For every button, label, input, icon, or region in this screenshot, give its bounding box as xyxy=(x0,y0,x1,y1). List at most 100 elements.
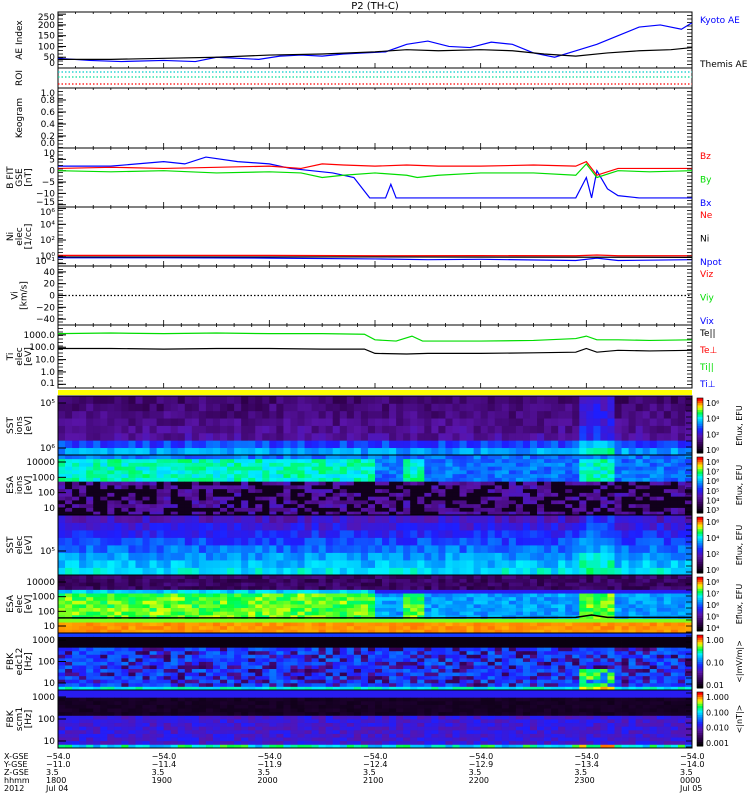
spectrogram-cell xyxy=(382,537,390,546)
legend-label: Te⊥ xyxy=(699,346,718,356)
spectrogram-cell xyxy=(473,604,482,609)
spectrogram-cell xyxy=(459,629,467,634)
spectrogram-cell xyxy=(677,629,686,634)
spectrogram-cell xyxy=(135,466,143,471)
spectrogram-cell xyxy=(114,682,122,687)
spectrogram-cell xyxy=(72,600,80,605)
spectrogram-cell xyxy=(382,585,390,590)
spectrogram-cell xyxy=(318,614,327,619)
spectrogram-cell xyxy=(642,537,651,546)
spectrogram-cell xyxy=(572,418,580,426)
spectrogram-cell xyxy=(515,611,524,616)
spectrogram-cell xyxy=(149,654,158,659)
spectrogram-cell xyxy=(107,654,115,659)
spectrogram-cell xyxy=(107,682,115,687)
spectrogram-cell xyxy=(424,440,432,449)
spectrogram-cell xyxy=(515,522,524,531)
spectrogram-cell xyxy=(663,537,672,546)
spectrogram-cell xyxy=(494,458,503,463)
spectrogram-cell xyxy=(86,611,94,616)
spectrogram-cell xyxy=(121,481,129,486)
spectrogram-cell xyxy=(515,593,524,598)
spectrogram-cell xyxy=(635,625,644,630)
spectrogram-cell xyxy=(431,481,439,486)
spectrogram-cell xyxy=(367,481,376,486)
spectrogram-cell xyxy=(396,485,404,490)
spectrogram-cell xyxy=(311,492,320,497)
spectrogram-cell xyxy=(642,473,651,478)
spectrogram-cell xyxy=(276,477,284,482)
spectrogram-cell xyxy=(635,560,644,568)
spectrogram-cell xyxy=(248,455,256,460)
spectrogram-cell xyxy=(318,485,327,490)
spectrogram-cell xyxy=(642,625,651,630)
y-axis-label: SST xyxy=(6,417,16,434)
spectrogram-cell xyxy=(107,410,115,419)
spectrogram-cell xyxy=(424,503,432,508)
spectrogram-cell xyxy=(628,618,637,623)
spectrogram-cell xyxy=(114,425,122,434)
spectrogram-cell xyxy=(142,675,150,680)
spectrogram-cell xyxy=(515,607,524,612)
spectrogram-cell xyxy=(142,492,150,497)
spectrogram-cell xyxy=(480,578,489,583)
spectrogram-cell xyxy=(212,600,221,605)
spectrogram-cell xyxy=(65,410,73,419)
spectrogram-cell xyxy=(100,679,108,684)
spectrogram-cell xyxy=(396,492,404,497)
spectrogram-cell xyxy=(360,425,369,434)
spectrogram-cell xyxy=(107,600,115,605)
spectrogram-cell xyxy=(375,410,383,419)
spectrogram-cell xyxy=(360,560,369,568)
spectrogram-cell xyxy=(79,618,87,623)
spectrogram-cell xyxy=(65,432,73,441)
spectrogram-cell xyxy=(459,418,467,426)
spectrogram-cell xyxy=(212,440,221,449)
colorbar-segment xyxy=(697,425,703,429)
spectrogram-cell xyxy=(389,625,397,630)
spectrogram-cell xyxy=(614,403,622,412)
spectrogram-cell xyxy=(417,515,425,523)
spectrogram-cell xyxy=(452,477,460,482)
spectrogram-cell xyxy=(621,629,629,634)
spectrogram-cell xyxy=(128,403,136,412)
spectrogram-cell xyxy=(339,507,348,512)
spectrogram-cell xyxy=(684,410,693,419)
spectrogram-cell xyxy=(290,545,298,553)
y-tick-label: 0.6 xyxy=(41,108,56,118)
spectrogram-cell xyxy=(241,473,249,478)
spectrogram-cell xyxy=(290,447,298,456)
spectrogram-cell xyxy=(494,425,503,434)
spectrogram-cell xyxy=(551,560,559,568)
spectrogram-cell xyxy=(318,593,327,598)
spectrogram-cell xyxy=(579,622,587,627)
spectrogram-cell xyxy=(72,618,80,623)
spectrogram-cell xyxy=(93,640,101,645)
spectrogram-cell xyxy=(177,682,186,687)
spectrogram-cell xyxy=(522,470,531,475)
spectrogram-cell xyxy=(515,604,524,609)
spectrogram-cell xyxy=(417,410,425,419)
spectrogram-cell xyxy=(156,614,165,619)
spectrogram-cell xyxy=(114,560,122,568)
spectrogram-cell xyxy=(677,447,686,456)
spectrogram-cell xyxy=(255,485,263,490)
spectrogram-cell xyxy=(544,585,552,590)
spectrogram-cell xyxy=(121,665,129,670)
spectrogram-cell xyxy=(255,481,263,486)
spectrogram-cell xyxy=(93,679,101,684)
spectrogram-cell xyxy=(297,575,305,580)
spectrogram-cell xyxy=(255,589,263,594)
spectrogram-cell xyxy=(212,473,221,478)
spectrogram-cell xyxy=(403,575,411,580)
spectrogram-cell xyxy=(375,511,383,516)
spectrogram-cell xyxy=(522,593,531,598)
spectrogram-cell xyxy=(621,458,629,463)
spectrogram-cell xyxy=(220,686,228,691)
spectrogram-cell xyxy=(128,552,136,561)
spectrogram-cell xyxy=(375,418,383,426)
spectrogram-cell xyxy=(283,537,291,546)
spectrogram-cell xyxy=(663,593,672,598)
spectrogram-cell xyxy=(58,425,66,434)
spectrogram-cell xyxy=(572,470,580,475)
